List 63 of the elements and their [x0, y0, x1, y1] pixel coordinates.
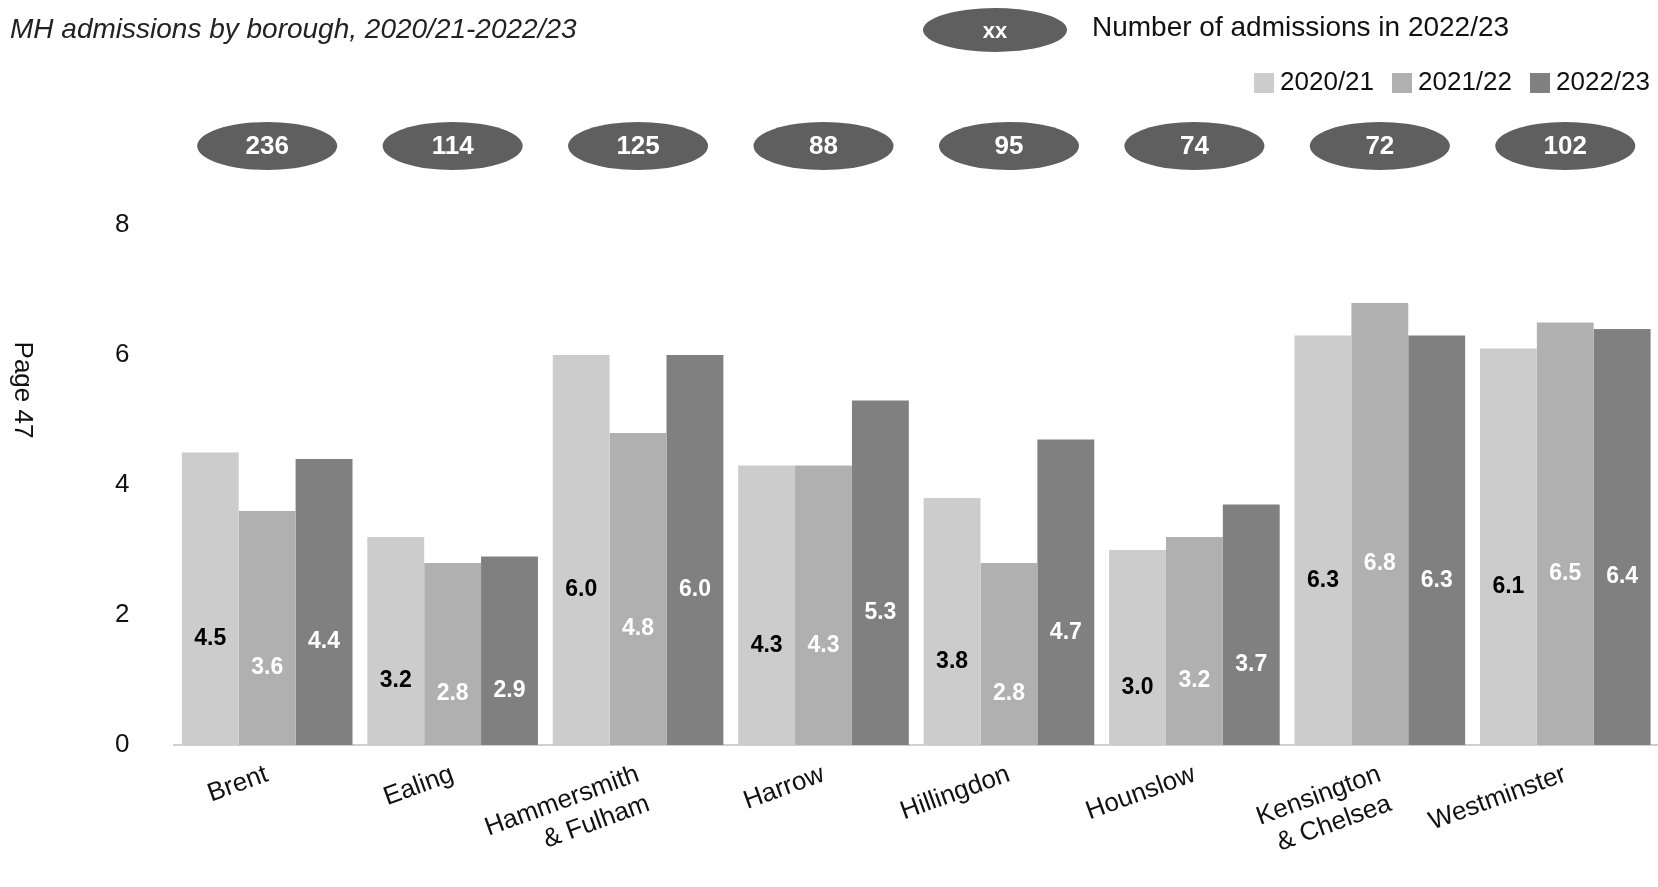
bar — [795, 465, 852, 746]
bar — [1408, 335, 1466, 746]
bar — [1351, 303, 1409, 746]
legend-label: 2020/21 — [1280, 66, 1375, 97]
data-label: 6.3 — [1420, 565, 1453, 592]
bar — [1536, 322, 1594, 746]
bar — [238, 511, 296, 746]
bar — [424, 563, 482, 746]
data-label: 4.5 — [194, 624, 227, 651]
legend-label: 2022/23 — [1556, 66, 1650, 97]
y-tick-label: 0 — [114, 728, 130, 759]
data-label: 3.6 — [251, 653, 284, 680]
text: 95 — [994, 130, 1024, 161]
data-label: 2.9 — [493, 676, 526, 703]
data-label: 4.4 — [308, 627, 341, 654]
bar — [481, 556, 538, 746]
chart-title: MH admissions by borough, 2020/21-2022/23 — [10, 12, 577, 44]
text: 114 — [431, 130, 475, 161]
data-label: 4.7 — [1049, 617, 1082, 644]
bar — [666, 355, 724, 746]
data-label: 3.2 — [1178, 666, 1211, 693]
x-tick-label: Ealing — [378, 757, 458, 811]
bar — [980, 563, 1038, 746]
text: Number of admissions in 2022/23 — [1092, 10, 1510, 42]
data-label: 2.8 — [436, 679, 469, 706]
text: 88 — [809, 130, 838, 161]
data-label: 4.3 — [807, 630, 840, 657]
y-tick-label: 2 — [114, 598, 130, 629]
bar — [609, 433, 667, 746]
y-tick-label: 6 — [114, 338, 130, 369]
data-label: 4.8 — [622, 614, 655, 641]
text: 125 — [616, 130, 660, 161]
data-label: 4.3 — [750, 630, 783, 657]
data-label: 3.2 — [379, 666, 412, 693]
data-label: 6.5 — [1549, 559, 1582, 586]
text: 236 — [245, 130, 289, 161]
text: 74 — [1179, 130, 1210, 161]
text: 102 — [1543, 130, 1587, 161]
data-label: 2.8 — [992, 679, 1026, 706]
bar — [1165, 537, 1223, 746]
bar — [1593, 329, 1651, 746]
bar — [1037, 439, 1095, 746]
data-label: 3.0 — [1121, 672, 1154, 699]
text: Page 47 — [8, 341, 39, 439]
data-label: 3.7 — [1235, 650, 1268, 677]
data-label: 6.1 — [1492, 572, 1525, 599]
legend-label: 2021/22 — [1418, 66, 1513, 97]
x-tick-label: Brent — [203, 757, 273, 808]
bar — [1222, 504, 1280, 746]
data-label: 5.3 — [864, 598, 897, 625]
bar — [851, 400, 909, 746]
text: xx — [982, 18, 1008, 44]
data-label: 6.3 — [1306, 565, 1339, 592]
x-tick-label: Harrow — [739, 757, 829, 815]
data-label: 6.0 — [678, 575, 711, 602]
text: 72 — [1365, 130, 1395, 161]
y-tick-label: 8 — [114, 208, 130, 239]
data-label: 6.8 — [1363, 549, 1397, 576]
data-label: 6.4 — [1606, 562, 1639, 589]
data-label: 6.0 — [565, 575, 598, 602]
y-tick-label: 4 — [114, 468, 130, 499]
data-label: 3.8 — [936, 646, 969, 673]
bar — [295, 459, 353, 746]
